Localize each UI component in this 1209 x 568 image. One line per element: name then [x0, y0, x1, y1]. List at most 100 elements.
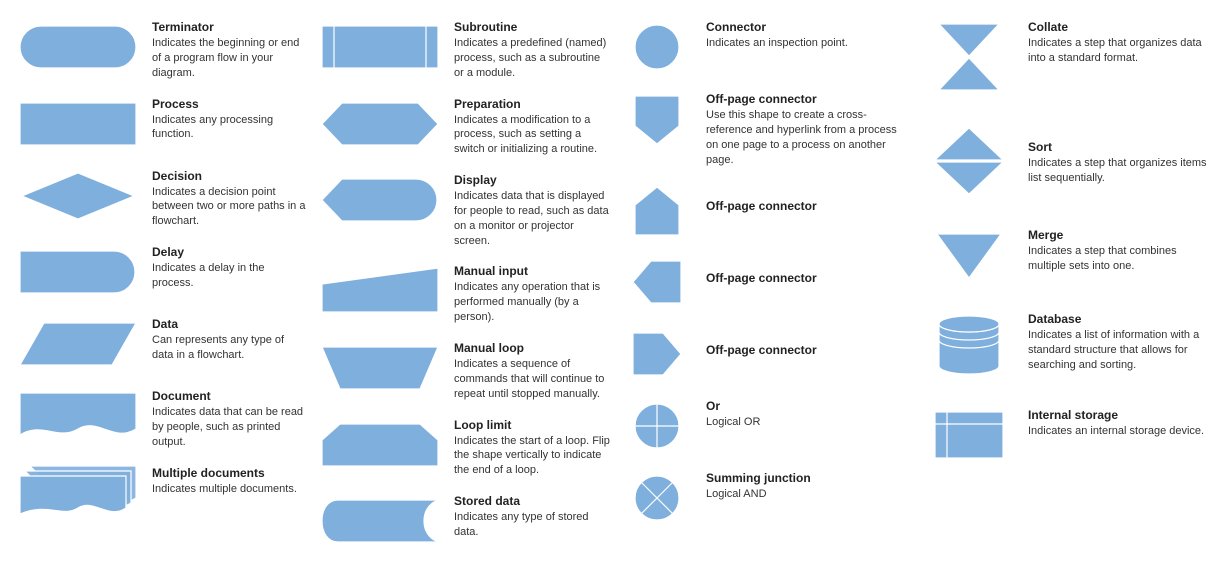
- or-icon: [622, 397, 692, 455]
- desc: Logical AND: [706, 487, 912, 502]
- item-stored-data: Stored dataIndicates any type of stored …: [320, 492, 610, 550]
- desc: Use this shape to create a cross-referen…: [706, 108, 912, 167]
- title: Document: [152, 389, 308, 403]
- column-3: ConnectorIndicates an inspection point. …: [622, 18, 912, 550]
- title: Off-page connector: [706, 271, 912, 285]
- summing-junction-icon: [622, 469, 692, 527]
- desc: Indicates the beginning or end of a prog…: [152, 36, 308, 81]
- merge-icon: [924, 226, 1014, 284]
- item-internal-storage: Internal storage Indicates an internal st…: [924, 406, 1209, 464]
- item-connector: Connector Indicates an inspection point.: [622, 18, 912, 76]
- title: Preparation: [454, 97, 610, 111]
- item-decision: Decision Indicates a decision point betwe…: [18, 167, 308, 230]
- title: Delay: [152, 245, 308, 259]
- delay-icon: [18, 243, 138, 301]
- decision-icon: [18, 167, 138, 225]
- item-loop-limit: Loop limit Indicates the start of a loop.…: [320, 416, 610, 479]
- desc: Can represents any type of data in a flo…: [152, 333, 308, 363]
- item-sort: Sort Indicates a step that organizes item…: [924, 122, 1209, 200]
- process-icon: [18, 95, 138, 153]
- loop-limit-icon: [320, 416, 440, 474]
- title: Terminator: [152, 20, 308, 34]
- desc: Indicates a step that organizes data int…: [1028, 36, 1209, 66]
- item-preparation: Preparation Indicates a modification to a…: [320, 95, 610, 158]
- title: Multiple documents: [152, 466, 308, 480]
- collate-icon: [924, 18, 1014, 96]
- desc: Indicates multiple documents.: [152, 482, 308, 497]
- item-off-page-up: Off-page connector: [622, 181, 912, 239]
- multiple-documents-icon: [18, 464, 138, 522]
- item-database: Database Indicates a list of information …: [924, 310, 1209, 380]
- item-summing-junction: Summing junction Logical AND: [622, 469, 912, 527]
- item-document: Document Indicates data that can be read …: [18, 387, 308, 450]
- title: Sort: [1028, 140, 1209, 154]
- off-page-connector-right-icon: [622, 325, 692, 383]
- manual-input-icon: [320, 262, 440, 320]
- title: Stored data: [454, 494, 610, 508]
- title: Data: [152, 317, 308, 331]
- title: Or: [706, 399, 912, 413]
- title: Summing junction: [706, 471, 912, 485]
- title: Loop limit: [454, 418, 610, 432]
- title: Subroutine: [454, 20, 610, 34]
- title: Display: [454, 173, 610, 187]
- title: Decision: [152, 169, 308, 183]
- item-merge: Merge Indicates a step that combines mult…: [924, 226, 1209, 284]
- title: Process: [152, 97, 308, 111]
- desc: Indicates a modification to a process, s…: [454, 113, 610, 158]
- desc: Indicates a step that combines multiple …: [1028, 244, 1209, 274]
- item-manual-loop: Manual loopIndicates a sequence of comma…: [320, 339, 610, 402]
- item-display: Display Indicates data that is displayed …: [320, 171, 610, 248]
- item-delay: Delay Indicates a delay in the process.: [18, 243, 308, 301]
- display-icon: [320, 171, 440, 229]
- document-icon: [18, 387, 138, 445]
- item-off-page-right: Off-page connector: [622, 325, 912, 383]
- title: Off-page connector: [706, 92, 912, 106]
- title: Collate: [1028, 20, 1209, 34]
- terminator-icon: [18, 18, 138, 76]
- desc: Indicates data that is displayed for peo…: [454, 189, 610, 248]
- desc: Indicates the start of a loop. Flip the …: [454, 434, 610, 479]
- desc: Indicates any operation that is performe…: [454, 280, 610, 325]
- title: Connector: [706, 20, 912, 34]
- desc: Indicates a sequence of commands that wi…: [454, 357, 610, 402]
- item-terminator: Terminator Indicates the beginning or end…: [18, 18, 308, 81]
- title: Merge: [1028, 228, 1209, 242]
- item-or: Or Logical OR: [622, 397, 912, 455]
- subroutine-icon: [320, 18, 440, 76]
- desc: Indicates a delay in the process.: [152, 261, 308, 291]
- desc: Indicates a list of information with a s…: [1028, 328, 1209, 373]
- off-page-connector-up-icon: [622, 181, 692, 239]
- desc: Logical OR: [706, 415, 912, 430]
- column-1: Terminator Indicates the beginning or end…: [18, 18, 308, 550]
- internal-storage-icon: [924, 406, 1014, 464]
- desc: Indicates a decision point between two o…: [152, 185, 308, 230]
- column-4: Collate Indicates a step that organizes d…: [924, 18, 1209, 550]
- title: Internal storage: [1028, 408, 1209, 422]
- off-page-connector-down-icon: [622, 90, 692, 148]
- data-icon: [18, 315, 138, 373]
- title: Manual input: [454, 264, 610, 278]
- title: Off-page connector: [706, 199, 912, 213]
- column-2: SubroutineIndicates a predefined (named)…: [320, 18, 610, 550]
- sort-icon: [924, 122, 1014, 200]
- desc: Indicates data that can be read by peopl…: [152, 405, 308, 450]
- title: Database: [1028, 312, 1209, 326]
- item-process: Process Indicates any processing function…: [18, 95, 308, 153]
- item-off-page-down: Off-page connector Use this shape to crea…: [622, 90, 912, 167]
- flowchart-shapes-grid: Terminator Indicates the beginning or end…: [18, 18, 1191, 550]
- title: Off-page connector: [706, 343, 912, 357]
- item-multiple-documents: Multiple documents Indicates multiple doc…: [18, 464, 308, 522]
- desc: Indicates a step that organizes items li…: [1028, 156, 1209, 186]
- manual-loop-icon: [320, 339, 440, 397]
- item-subroutine: SubroutineIndicates a predefined (named)…: [320, 18, 610, 81]
- item-off-page-left: Off-page connector: [622, 253, 912, 311]
- stored-data-icon: [320, 492, 440, 550]
- desc: Indicates an internal storage device.: [1028, 424, 1209, 439]
- item-collate: Collate Indicates a step that organizes d…: [924, 18, 1209, 96]
- database-icon: [924, 310, 1014, 380]
- desc: Indicates an inspection point.: [706, 36, 912, 51]
- item-manual-input: Manual input Indicates any operation that…: [320, 262, 610, 325]
- off-page-connector-left-icon: [622, 253, 692, 311]
- desc: Indicates any processing function.: [152, 113, 308, 143]
